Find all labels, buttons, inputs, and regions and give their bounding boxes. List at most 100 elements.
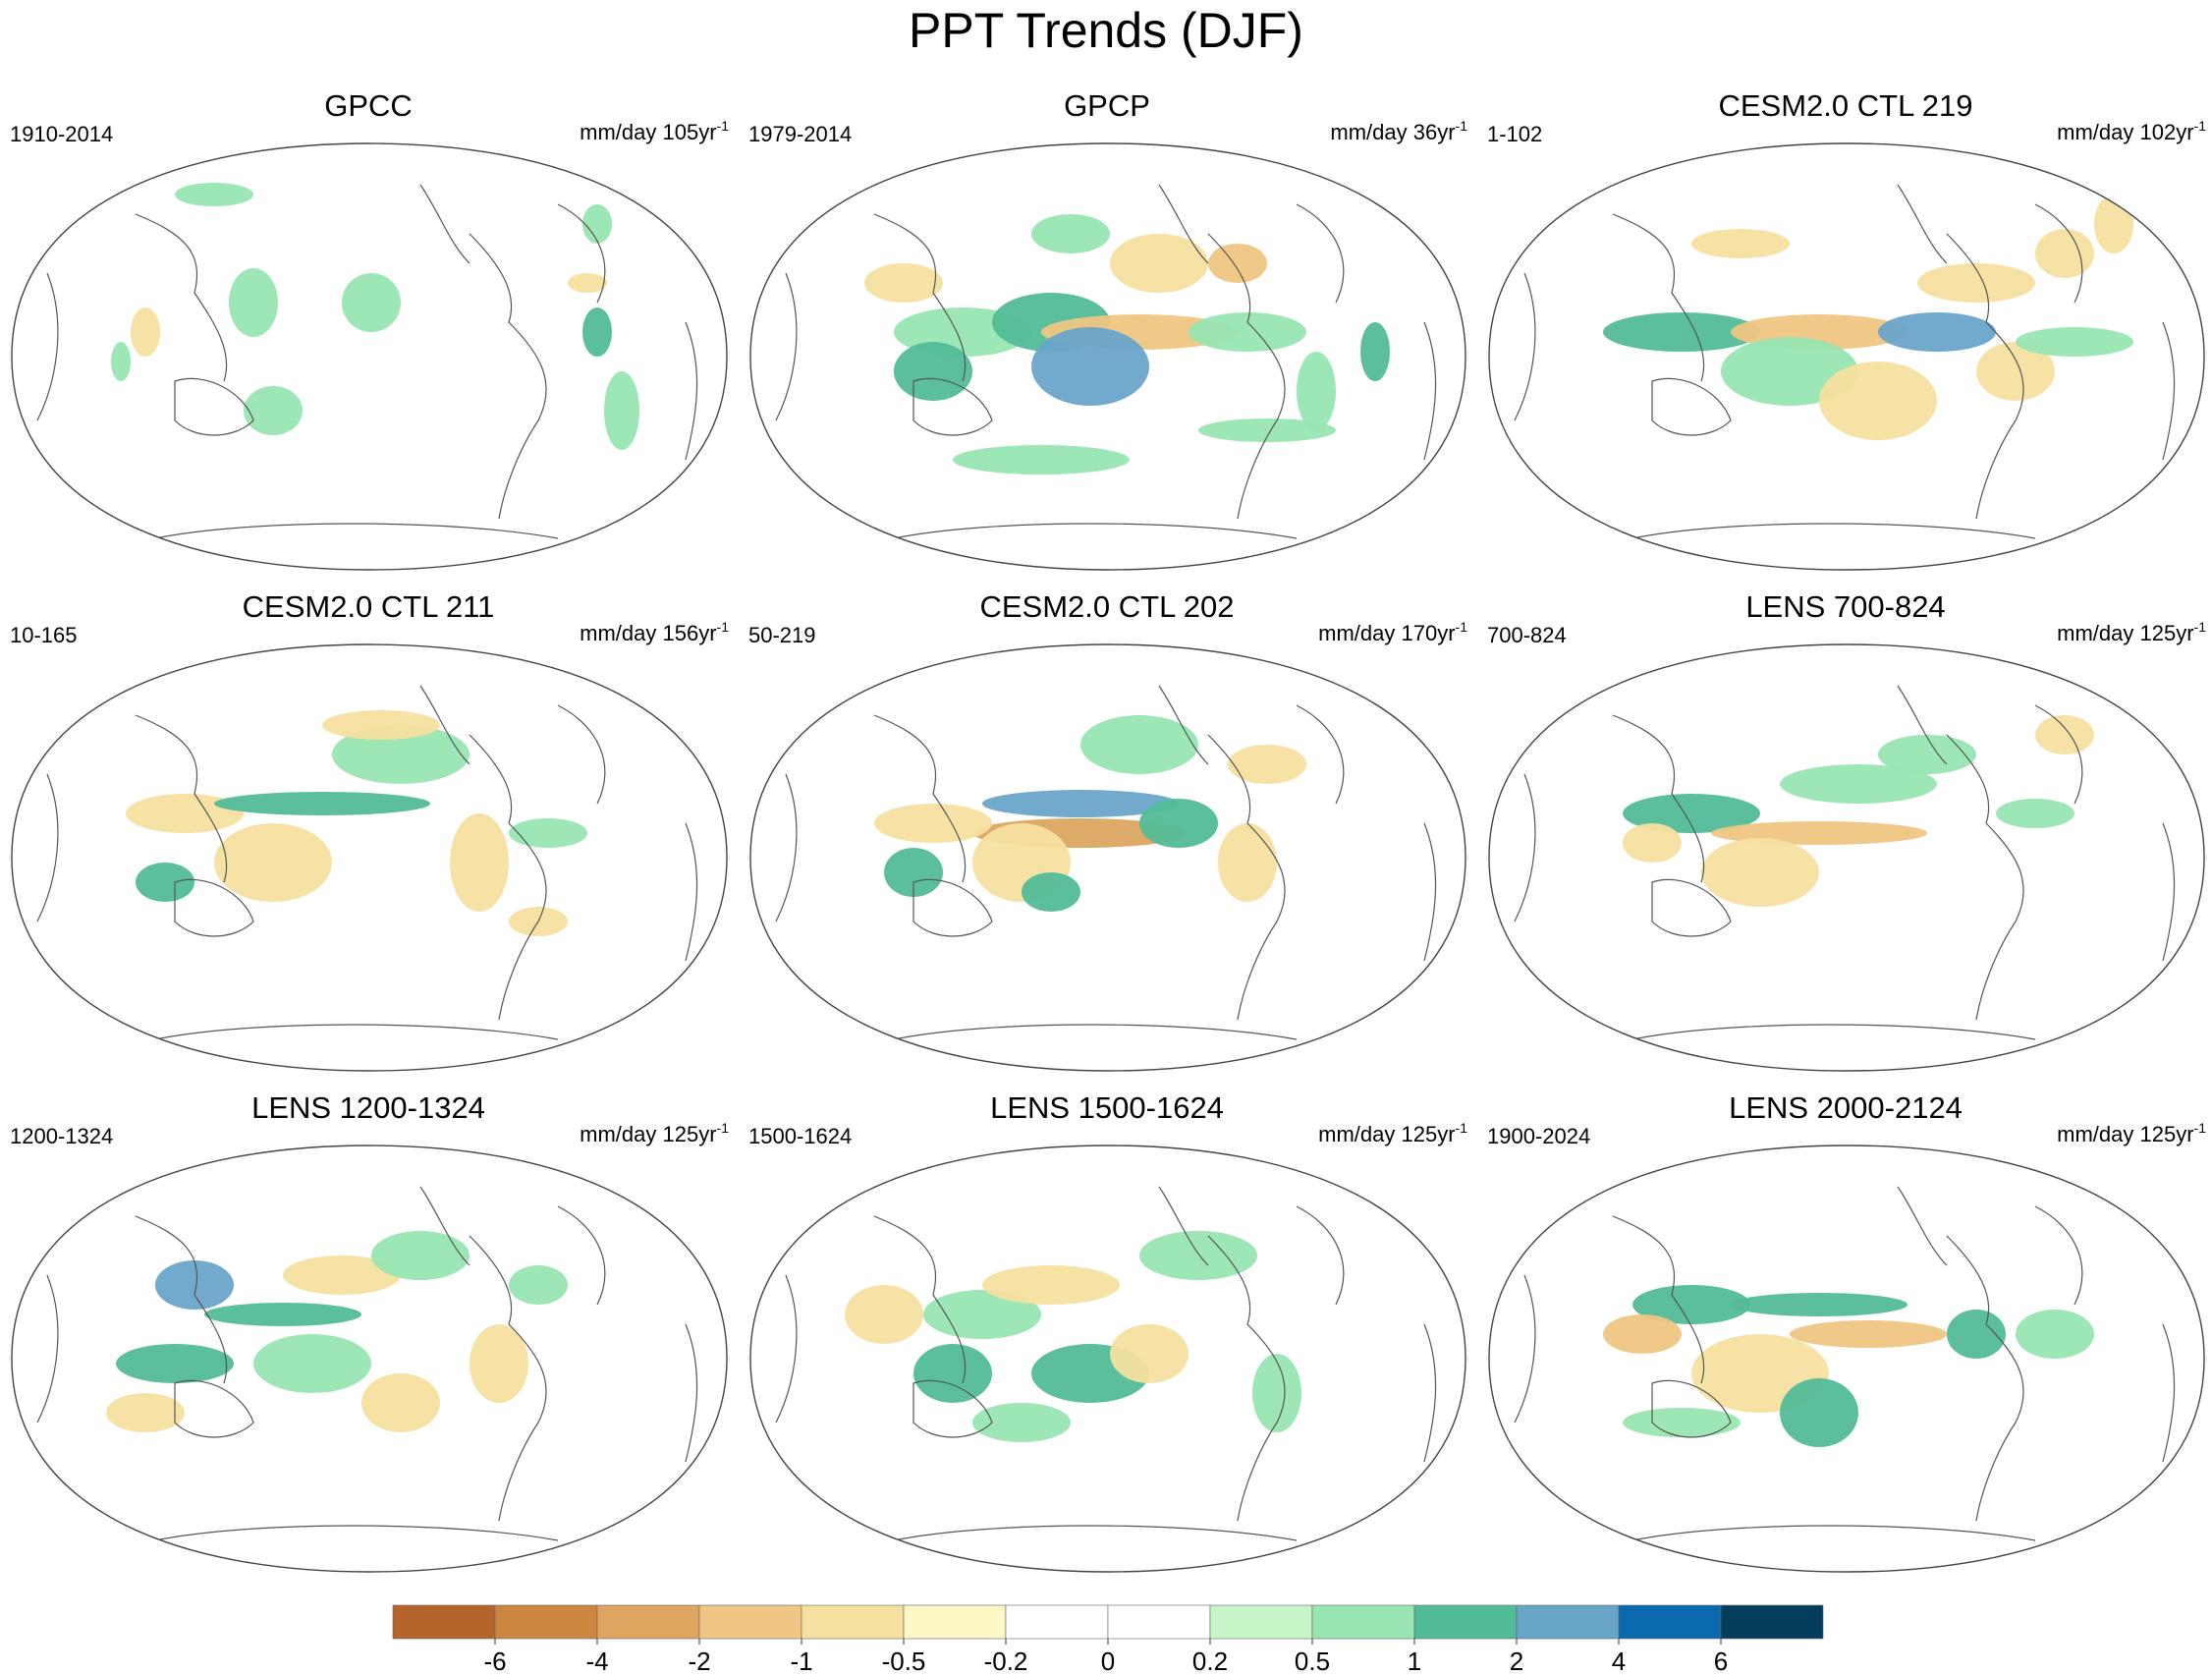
panel-period: 1-102 <box>1487 122 1543 146</box>
trend-contour <box>253 1334 371 1393</box>
map-panel-lens-1500-1624: LENS 1500-1624 1500-1624 mm/day 125yr-1 <box>739 1090 1475 1582</box>
units-text: mm/day 125yr <box>2057 621 2194 645</box>
trend-contour <box>1360 322 1390 381</box>
robinson-map <box>749 643 1466 1072</box>
trend-contour <box>116 1344 234 1383</box>
trend-contour <box>845 1285 923 1344</box>
map-border <box>11 1145 728 1573</box>
trend-contour <box>1731 1293 1908 1316</box>
units-exponent: -1 <box>1455 1120 1467 1136</box>
trend-contour <box>1976 342 2055 401</box>
trend-field <box>750 143 1465 570</box>
colorbar-label: 4 <box>1612 1647 1626 1675</box>
trend-field <box>750 1145 1465 1572</box>
robinson-map <box>11 643 728 1072</box>
coastlines <box>775 685 1437 1040</box>
panel-title: LENS 2000-2124 <box>1729 1090 1963 1125</box>
colorbar-segment <box>1209 1604 1313 1640</box>
panel-title: CESM2.0 CTL 211 <box>242 589 495 624</box>
panel-period: 1910-2014 <box>10 122 114 146</box>
map-border <box>749 142 1466 571</box>
panel-title: GPCP <box>1064 88 1150 123</box>
trend-contour <box>322 710 440 740</box>
trend-contour <box>204 1303 361 1326</box>
trend-contour <box>982 790 1179 817</box>
panel-units: mm/day 102yr-1 <box>2057 118 2206 145</box>
trend-field <box>1489 1145 2204 1572</box>
units-text: mm/day 125yr <box>580 1122 717 1146</box>
map-panel-cesm2-0-ctl-202: CESM2.0 CTL 202 50-219 mm/day 170yr-1 <box>739 589 1475 1081</box>
coastlines <box>36 1186 698 1541</box>
panel-title: LENS 700-824 <box>1745 589 1946 624</box>
trend-contour <box>1208 244 1267 283</box>
units-exponent: -1 <box>2193 1120 2206 1136</box>
trend-contour <box>1297 352 1336 430</box>
colorbar-segment <box>494 1604 598 1640</box>
colorbar-label: 1 <box>1408 1647 1421 1675</box>
colorbar-label: 2 <box>1510 1647 1523 1675</box>
trend-contour <box>982 1265 1120 1305</box>
trend-contour <box>1031 214 1110 253</box>
colorbar-label: 0.5 <box>1295 1647 1330 1675</box>
trend-contour <box>1790 1320 1947 1348</box>
units-text: mm/day 36yr <box>1330 120 1456 144</box>
trend-contour <box>1080 715 1198 774</box>
trend-contour <box>470 1324 528 1403</box>
trend-contour <box>1139 1231 1257 1280</box>
trend-contour <box>342 273 401 332</box>
colorbar-segment <box>698 1604 802 1640</box>
panel-period: 1500-1624 <box>748 1124 853 1148</box>
coastlines <box>1514 184 2176 539</box>
trend-contour <box>1252 1354 1301 1432</box>
trend-contour <box>1110 234 1208 293</box>
map-border <box>11 643 728 1072</box>
coastlines <box>1514 1186 2176 1541</box>
units-text: mm/day 125yr <box>1318 1122 1456 1146</box>
colorbar-label: -0.2 <box>984 1647 1028 1675</box>
trend-contour <box>509 1265 568 1305</box>
map-border <box>749 1145 1466 1573</box>
map-border <box>1488 142 2205 571</box>
map-border <box>11 142 728 571</box>
panel-title: LENS 1500-1624 <box>990 1090 1224 1125</box>
trend-contour <box>136 863 194 902</box>
coastlines <box>775 1186 1437 1541</box>
trend-contour <box>874 804 992 843</box>
trend-contour <box>1878 735 1976 774</box>
trend-contour <box>604 371 639 450</box>
trend-contour <box>175 183 253 206</box>
map-panel-cesm2-0-ctl-219: CESM2.0 CTL 219 1-102 mm/day 102yr-1 <box>1477 88 2212 580</box>
units-exponent: -1 <box>2193 619 2206 635</box>
panel-period: 10-165 <box>10 623 78 647</box>
colorbar-segment <box>801 1604 905 1640</box>
units-text: mm/day 156yr <box>580 621 717 645</box>
panel-period: 700-824 <box>1487 623 1567 647</box>
trend-contour <box>1819 362 1937 440</box>
map-panel-lens-700-824: LENS 700-824 700-824 mm/day 125yr-1 <box>1477 589 2212 1081</box>
units-text: mm/day 170yr <box>1318 621 1456 645</box>
robinson-map <box>11 142 728 571</box>
colorbar-segment <box>1720 1604 1824 1640</box>
panel-title: LENS 1200-1324 <box>251 1090 485 1125</box>
colorbar-label: 6 <box>1714 1647 1728 1675</box>
trend-contour <box>1603 312 1760 352</box>
coastlines <box>775 184 1437 539</box>
trend-contour <box>1878 312 1996 352</box>
trend-contour <box>283 1256 401 1295</box>
map-border <box>1488 643 2205 1072</box>
trend-contour <box>509 818 587 848</box>
trend-contour <box>361 1373 440 1432</box>
colorbar-segment <box>1413 1604 1518 1640</box>
colorbar-label: -1 <box>790 1647 812 1675</box>
trend-contour <box>1031 327 1149 406</box>
trend-field <box>750 644 1465 1071</box>
panel-title: CESM2.0 CTL 219 <box>1718 88 1973 123</box>
trend-contour <box>1947 1310 2006 1359</box>
trend-contour <box>229 268 278 337</box>
trend-contour <box>1917 263 2035 303</box>
colorbar-label: 0.2 <box>1192 1647 1228 1675</box>
panel-period: 1900-2024 <box>1487 1124 1591 1148</box>
trend-contour <box>1139 799 1218 848</box>
trend-contour <box>1780 1378 1858 1447</box>
trend-contour <box>2016 327 2133 357</box>
